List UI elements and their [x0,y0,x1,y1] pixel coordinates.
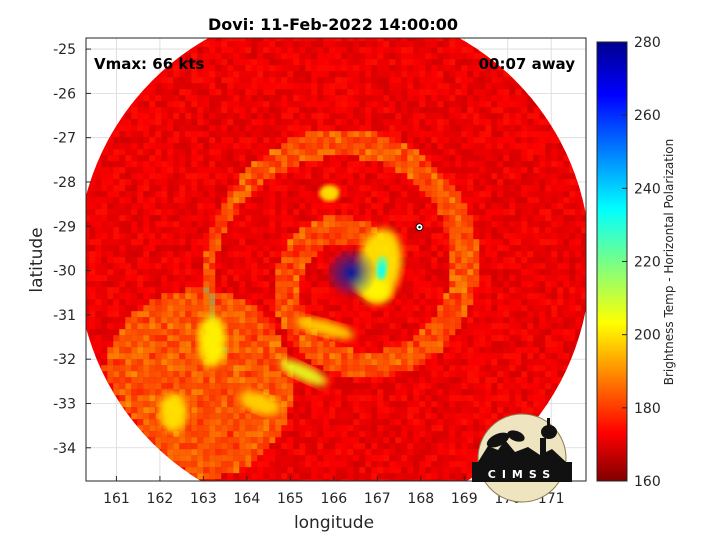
y-axis-ticks: -25 -26 -27 -28 -29 -30 -31 -32 -33 -34 [53,42,91,457]
x-tick-label: 166 [320,491,347,507]
y-tick-label: -32 [53,352,76,368]
axes-frame [85,37,587,482]
x-tick-label: 161 [103,491,130,507]
y-tick-label: -27 [53,131,76,147]
storm-eye [325,246,378,299]
x-tick-label: 168 [407,491,434,507]
cimss-logo-text: CIMSS [488,468,556,481]
y-tick-label: -26 [53,86,76,102]
y-tick-label: -25 [53,42,76,58]
brightness-temperature-swath [86,38,586,481]
y-tick-label: -34 [53,441,76,457]
x-tick-label: 162 [147,491,174,507]
x-tick-label: 169 [451,491,478,507]
x-tick-label: 164 [234,491,261,507]
y-tick-label: -28 [53,175,76,191]
x-tick-label: 163 [190,491,217,507]
y-tick-label: -33 [53,396,76,412]
colorbar-tick-label: 260 [634,108,661,124]
time-offset-annotation: 00:07 away [479,55,576,73]
x-tick-label: 167 [364,491,391,507]
colorbar-ticks: 280 260 240 220 200 180 160 [622,35,661,490]
y-tick-label: -31 [53,308,76,324]
colorbar-label: Brightness Temp - Horizontal Polarizatio… [662,139,676,386]
colorbar-tick-label: 240 [634,181,661,197]
storm-center-marker [415,223,424,232]
x-axis-label: longitude [294,513,374,533]
y-tick-label: -29 [53,219,76,235]
swath-texture [86,38,586,481]
y-axis-label: latitude [27,227,47,292]
chart-title: Dovi: 11-Feb-2022 14:00:00 [208,15,458,34]
colorbar-tick-label: 180 [634,401,661,417]
colorbar-tick-label: 280 [634,35,661,51]
y-tick-label: -30 [53,264,76,280]
cimss-logo: CIMSS [472,413,572,503]
x-tick-label: 165 [277,491,304,507]
colorbar-tick-label: 200 [634,328,661,344]
vmax-annotation: Vmax: 66 kts [94,55,204,73]
colorbar-tick-label: 220 [634,255,661,271]
colorbar-tick-label: 160 [634,474,661,490]
